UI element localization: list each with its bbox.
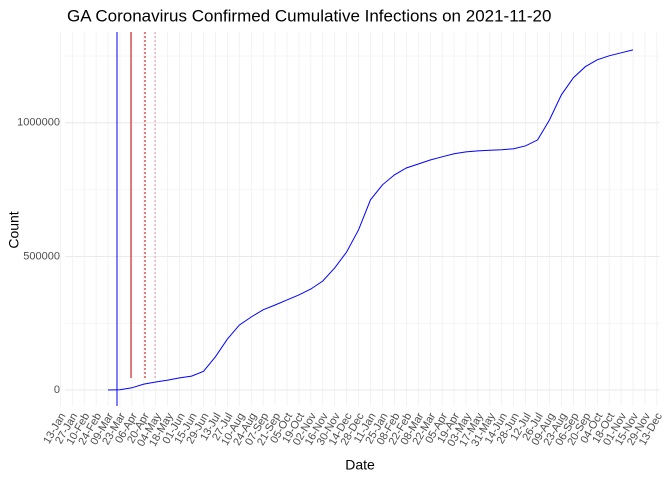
chart-title: GA Coronavirus Confirmed Cumulative Infe… [67,6,551,25]
data-line [107,49,634,391]
y-tick-label: 1000000 [17,117,60,129]
y-tick-label: 0 [54,384,60,396]
marks [107,49,634,391]
y-axis-title: Count [6,211,22,248]
y-tick-label: 500000 [23,250,60,262]
grid [59,32,660,406]
x-axis-title: Date [345,457,375,473]
